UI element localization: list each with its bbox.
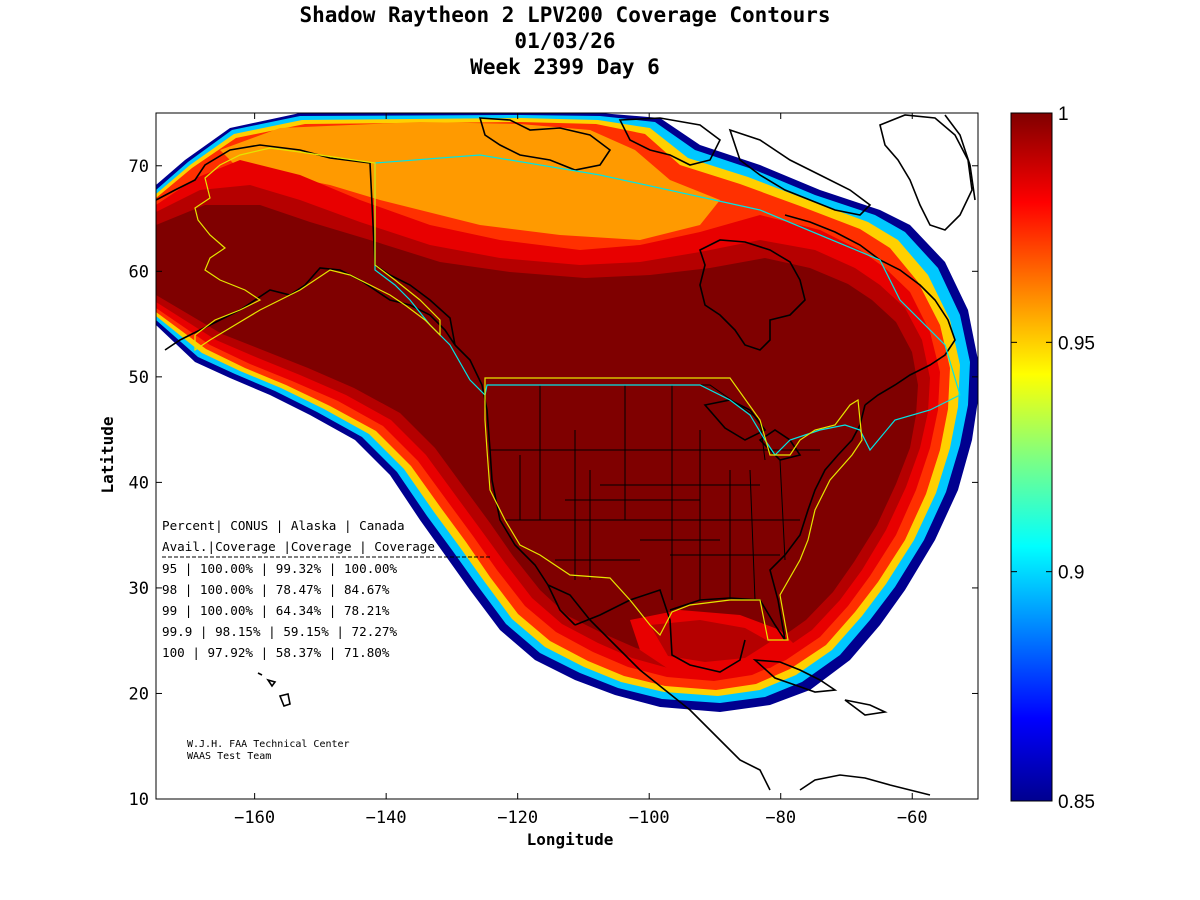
colorbar-tick-label: 1 — [1058, 104, 1069, 125]
table-row: 95 | 100.00% | 99.32% | 100.00% — [162, 561, 397, 576]
y-tick-label: 40 — [129, 473, 149, 493]
canada-boundary — [374, 154, 961, 456]
region-boundaries — [194, 147, 961, 641]
table-header-2: Avail.|Coverage |Coverage | Coverage — [162, 539, 435, 554]
colorbar — [1010, 112, 1053, 802]
chart-title-line1: Shadow Raytheon 2 LPV200 Coverage Contou… — [299, 3, 831, 27]
state-borders — [490, 384, 820, 601]
y-tick-label: 30 — [129, 579, 149, 599]
y-axis: 10 20 30 40 50 60 70 — [129, 157, 978, 810]
table-row: 98 | 100.00% | 78.47% | 84.67% — [162, 582, 390, 597]
chart-title-line2: 01/03/26 — [514, 29, 616, 53]
plot-frame — [155, 112, 979, 800]
colorbar-tick-label: 0.9 — [1058, 563, 1084, 584]
chart-title-line3: Week 2399 Day 6 — [470, 55, 660, 79]
colorbar-tick-label: 0.95 — [1058, 333, 1095, 354]
coverage-table: Percent| CONUS | Alaska | Canada Avail.|… — [162, 518, 490, 660]
y-tick-label: 10 — [129, 790, 149, 810]
table-row: 99.9 | 98.15% | 59.15% | 72.27% — [162, 624, 397, 639]
x-axis-label: Longitude — [527, 830, 614, 849]
contour-100-gulf — [650, 620, 770, 662]
credit-line2: WAAS Test Team — [187, 751, 271, 762]
x-tick-label: −80 — [765, 808, 796, 828]
table-row: 100 | 97.92% | 58.37% | 71.80% — [162, 645, 390, 660]
y-tick-label: 70 — [129, 157, 149, 177]
credit-line1: W.J.H. FAA Technical Center — [187, 739, 350, 750]
x-tick-label: −100 — [629, 808, 670, 828]
alaska-boundary — [194, 147, 441, 352]
y-tick-label: 20 — [129, 684, 149, 704]
contour-100 — [156, 205, 918, 662]
x-tick-label: −160 — [234, 808, 275, 828]
x-axis: −160 −140 −120 −100 −80 −60 — [234, 113, 928, 828]
y-tick-label: 60 — [129, 262, 149, 282]
y-axis-label: Latitude — [98, 416, 117, 493]
colorbar-tick-label: 0.85 — [1058, 792, 1095, 813]
y-tick-label: 50 — [129, 368, 149, 388]
x-tick-label: −120 — [497, 808, 538, 828]
table-header-1: Percent| CONUS | Alaska | Canada — [162, 518, 405, 533]
colorbar-ticks: 1 0.95 0.9 0.85 — [1011, 104, 1095, 813]
coverage-contours — [156, 113, 978, 712]
x-tick-label: −140 — [366, 808, 407, 828]
table-row: 99 | 100.00% | 64.34% | 78.21% — [162, 603, 390, 618]
conus-boundary — [484, 377, 863, 641]
contour-095-north — [220, 122, 720, 240]
x-tick-label: −60 — [897, 808, 928, 828]
